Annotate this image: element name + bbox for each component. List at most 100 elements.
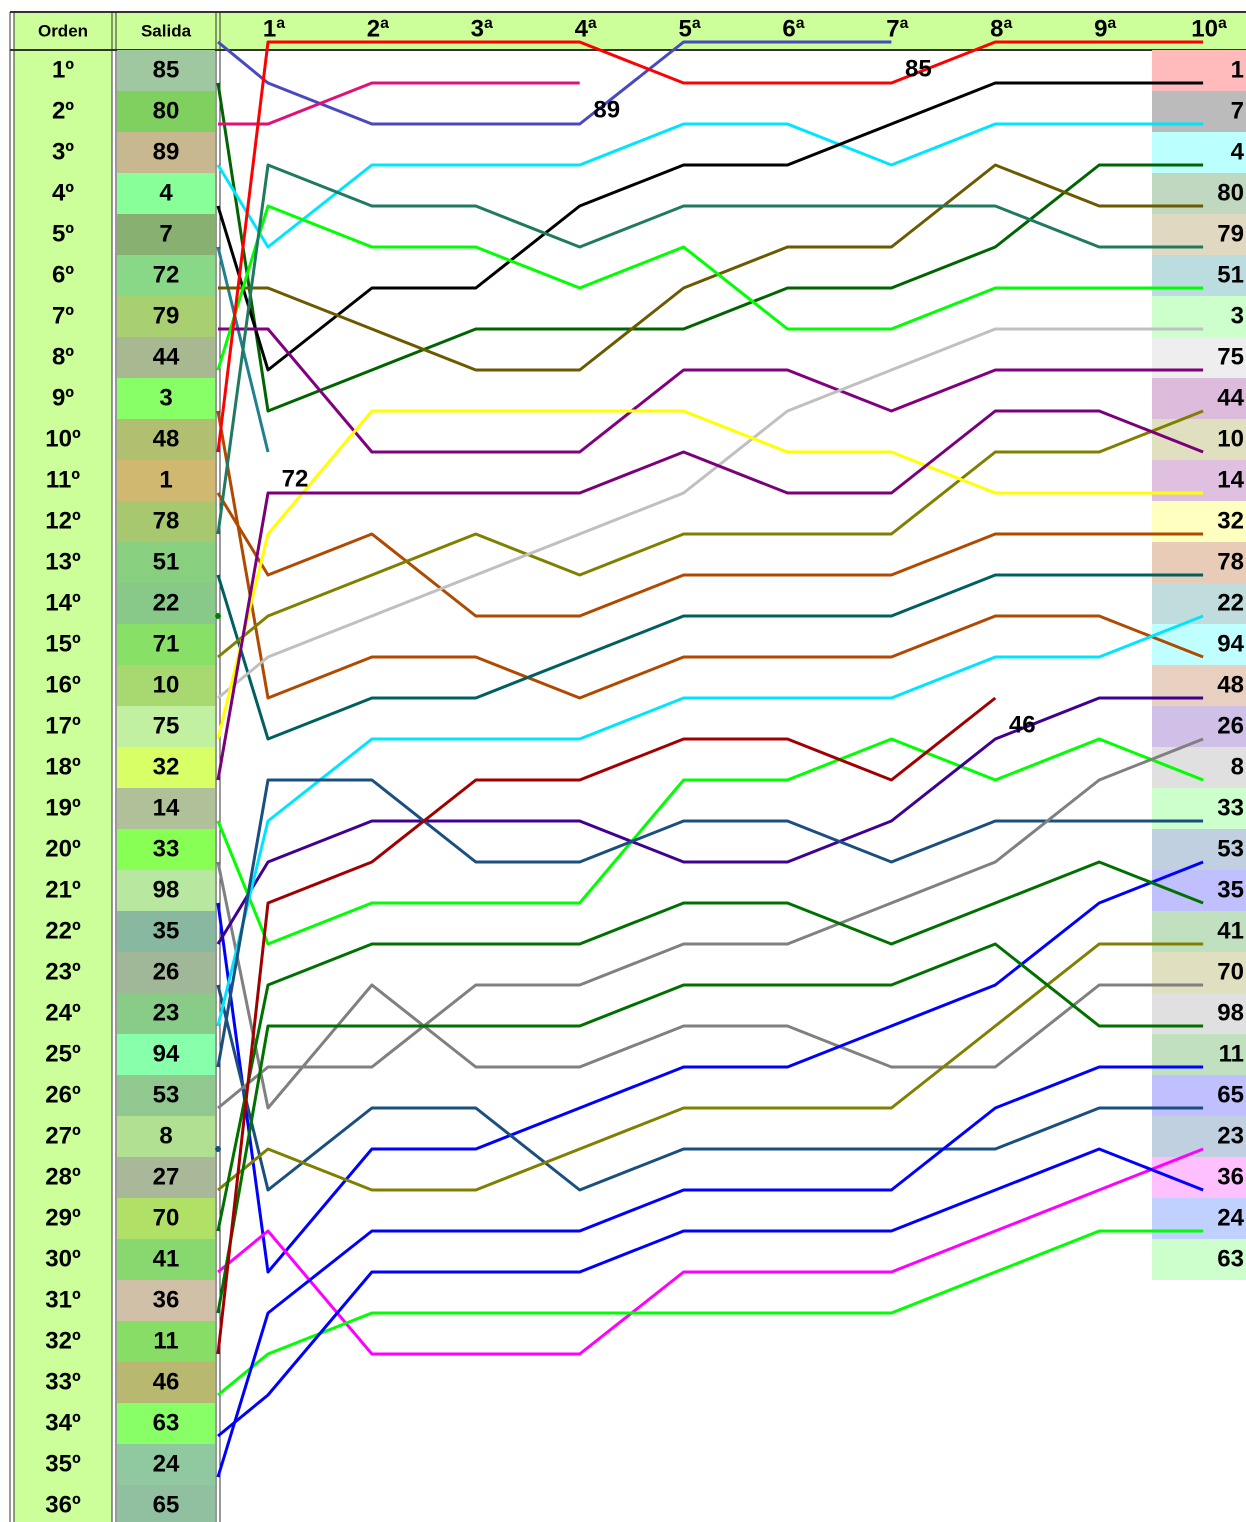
finish-car: 32 [1217,507,1244,534]
start-car: 14 [153,794,180,821]
start-cell [117,911,215,952]
start-cell [117,706,215,747]
start-car: 41 [153,1245,180,1272]
series-line [216,778,1204,1068]
x-tick-label: 10ª [1191,15,1227,42]
finish-car: 44 [1217,384,1244,411]
start-cell [117,50,215,91]
start-car: 46 [153,1368,180,1395]
finish-car: 24 [1217,1204,1244,1231]
row-label: 6º [52,261,74,288]
start-car: 85 [153,56,180,83]
start-cell [117,1280,215,1321]
finish-car: 78 [1217,548,1244,575]
start-cell [117,296,215,337]
start-cell [117,624,215,665]
finish-car: 41 [1217,917,1244,944]
start-car: 23 [153,999,180,1026]
start-car: 51 [153,548,180,575]
finish-car: 3 [1231,302,1244,329]
series-line [217,1229,1204,1397]
x-tick-label: 7ª [886,15,908,42]
series-line [217,327,1204,700]
row-label: 20º [45,835,81,862]
start-cell [117,419,215,460]
row-label: 26º [45,1081,81,1108]
start-cell [117,583,215,624]
row-label: 8º [52,343,74,370]
finish-car: 8 [1231,753,1244,780]
start-cell [117,173,215,214]
finish-car: 36 [1217,1163,1244,1190]
start-car: 79 [153,302,180,329]
finish-car: 70 [1217,958,1244,985]
finish-car: 51 [1217,261,1244,288]
series-line [216,737,1204,946]
start-car: 98 [153,876,180,903]
row-label: 36º [45,1491,81,1518]
start-car: 44 [153,343,180,370]
start-cell [117,255,215,296]
header-band [14,12,1246,50]
row-label: 3º [52,138,74,165]
start-cell [117,1485,215,1522]
row-label: 7º [52,302,74,329]
start-cell [117,1157,215,1198]
series-line [217,1147,1204,1438]
start-cell [117,501,215,542]
retired-label: 85 [905,55,932,82]
start-cell [117,1444,215,1485]
row-label: 32º [45,1327,81,1354]
finish-car: 4 [1231,138,1245,165]
row-label: 1º [52,56,74,83]
row-label: 24º [45,999,81,1026]
series-line [217,40,892,126]
start-cell [117,1198,215,1239]
start-cell [117,1362,215,1403]
start-cell [117,993,215,1034]
start-car: 70 [153,1204,180,1231]
series-line [216,409,1204,740]
start-car: 27 [153,1163,180,1190]
row-label: 16º [45,671,81,698]
row-label: 35º [45,1450,81,1477]
finish-car: 75 [1217,343,1244,370]
start-cell [117,665,215,706]
start-car: 72 [153,261,180,288]
series-point [215,613,221,619]
start-cell [117,1116,215,1157]
start-cell [117,952,215,993]
series-point [215,1146,221,1152]
order-header: Orden [38,21,88,40]
x-tick-label: 2ª [367,15,389,42]
start-car: 22 [153,589,180,616]
row-label: 30º [45,1245,81,1272]
series-line [217,942,1204,1192]
finish-car: 53 [1217,835,1244,862]
row-label: 22º [45,917,81,944]
start-car: 4 [159,179,173,206]
x-tick-label: 6ª [782,15,804,42]
finish-car: 10 [1217,425,1244,452]
start-car: 11 [153,1327,178,1354]
start-cell [117,91,215,132]
row-label: 5º [52,220,74,247]
start-car: 24 [153,1450,180,1477]
finish-car: 65 [1217,1081,1244,1108]
x-tick-label: 4ª [575,15,597,42]
series-line [216,40,1204,453]
row-label: 12º [45,507,81,534]
retired-label: 46 [1009,711,1036,738]
finish-car: 94 [1217,630,1244,657]
start-cell [117,788,215,829]
start-cell [117,1239,215,1280]
row-label: 13º [45,548,81,575]
series-line [217,1147,1204,1356]
x-tick-label: 1ª [263,15,285,42]
row-label: 29º [45,1204,81,1231]
order-column [14,50,112,1522]
row-label: 11º [46,466,80,493]
series-line [216,492,1204,618]
start-car: 3 [159,384,172,411]
finish-car: 1 [1231,56,1244,83]
